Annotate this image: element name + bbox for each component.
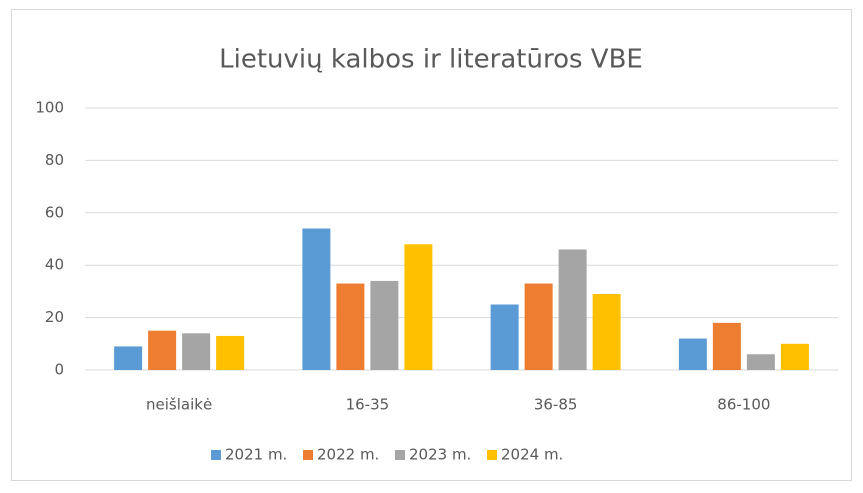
- bar: [712, 322, 741, 370]
- legend-label: 2022 m.: [317, 446, 379, 464]
- bar: [678, 338, 707, 370]
- legend-swatch: [395, 450, 405, 460]
- x-tick-label: 16-35: [346, 396, 390, 414]
- legend-label: 2023 m.: [409, 446, 471, 464]
- bar: [148, 330, 177, 370]
- y-tick-label: 20: [45, 308, 64, 326]
- y-tick-label: 60: [45, 203, 64, 221]
- bar: [558, 249, 587, 370]
- legend-swatch: [211, 450, 221, 460]
- bar: [182, 333, 211, 370]
- legend-label: 2024 m.: [501, 446, 563, 464]
- x-tick-label: 36-85: [534, 396, 578, 414]
- bar: [746, 354, 775, 370]
- legend-label: 2021 m.: [225, 446, 287, 464]
- x-tick-label: neišlaikė: [146, 396, 212, 414]
- y-tick-label: 40: [45, 256, 64, 274]
- bar: [780, 343, 809, 370]
- bar: [404, 244, 433, 370]
- bar: [370, 280, 399, 370]
- y-tick-label: 0: [54, 361, 64, 379]
- bar: [490, 304, 519, 370]
- y-tick-label: 80: [45, 151, 64, 169]
- bar: [216, 335, 245, 370]
- legend-swatch: [487, 450, 497, 460]
- bar: [302, 228, 331, 370]
- bar: [592, 294, 621, 370]
- bar: [336, 283, 365, 370]
- chart-title: Lietuvių kalbos ir literatūros VBE: [219, 45, 643, 75]
- y-tick-label: 100: [35, 99, 64, 117]
- legend-swatch: [303, 450, 313, 460]
- bar: [524, 283, 553, 370]
- bar: [114, 346, 143, 370]
- x-tick-label: 86-100: [717, 396, 770, 414]
